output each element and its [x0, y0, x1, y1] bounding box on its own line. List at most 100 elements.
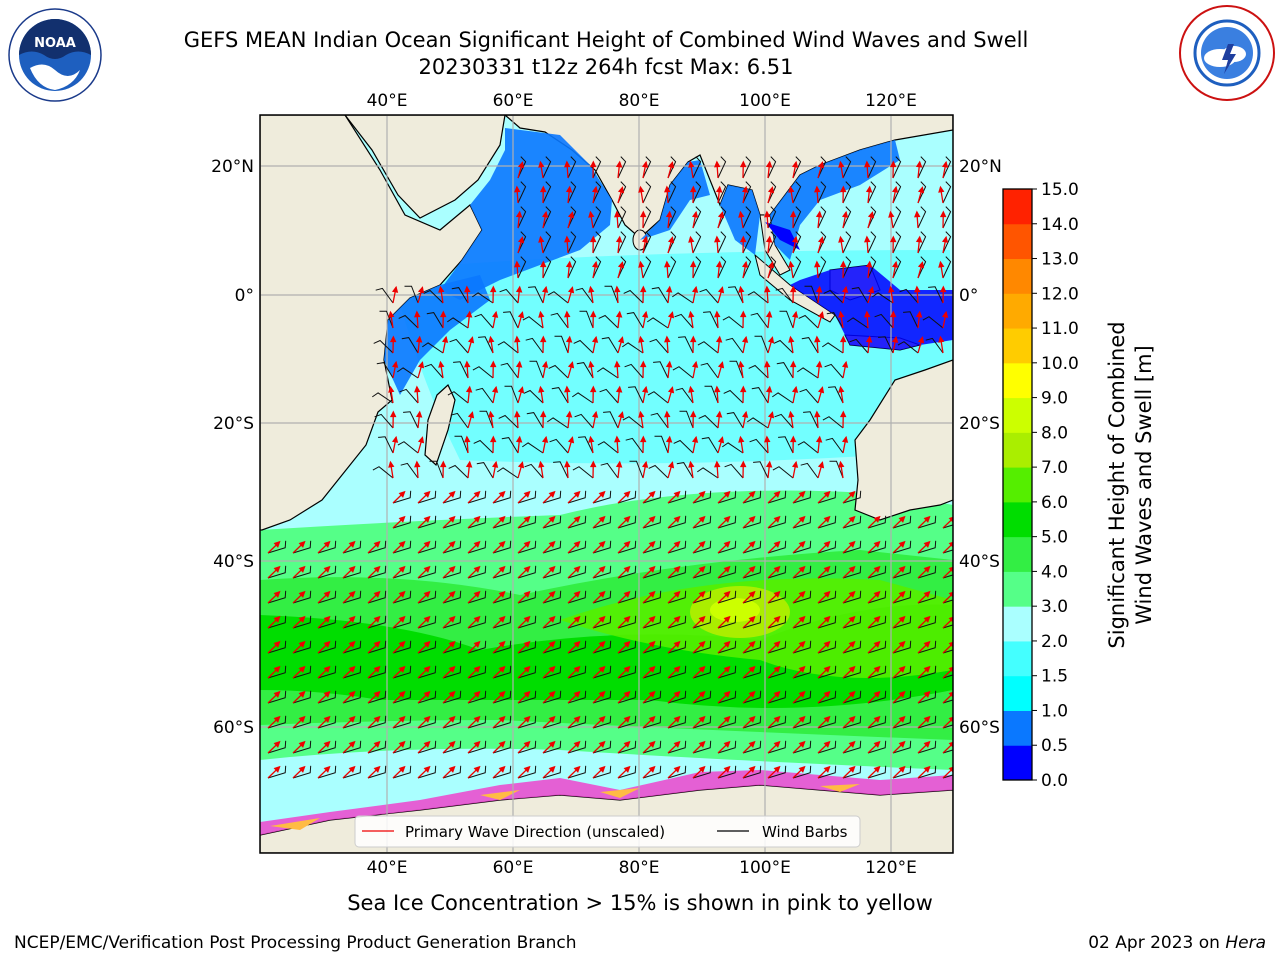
x-axis-top: 40°E 60°E 80°E 100°E 120°E: [367, 91, 917, 111]
wave-arrow-head: [741, 335, 749, 343]
wave-arrow-head: [948, 566, 953, 573]
wave-arrow-head: [723, 640, 731, 648]
wind-barb: [675, 387, 694, 404]
wave-arrow-head: [298, 640, 306, 648]
wave-arrow-head: [914, 210, 921, 218]
wave-arrow-head: [923, 540, 931, 548]
wind-barb: [892, 690, 912, 704]
wind-barb: [467, 565, 487, 579]
wind-barb: [567, 206, 577, 229]
wind-barb: [642, 590, 662, 604]
x-tick-label: 120°E: [865, 91, 917, 111]
wave-arrow-head: [848, 690, 856, 698]
wind-barb: [717, 515, 737, 529]
colorbar-frame: [1002, 188, 1033, 781]
wind-barb: [717, 256, 727, 279]
wind-barb: [692, 490, 712, 504]
wind-barb: [267, 665, 287, 679]
wave-arrow-head: [764, 210, 771, 218]
wave-arrow-head: [298, 565, 306, 573]
wave-arrow-head: [498, 690, 506, 698]
wind-barb: [649, 338, 669, 354]
wave-arrow-head: [938, 335, 945, 343]
wave-arrow-head: [891, 185, 899, 193]
wind-barb: [767, 156, 777, 179]
gridlines: [260, 115, 953, 853]
wind-barb: [517, 256, 527, 279]
wave-arrow-head: [673, 615, 681, 623]
wind-barb: [517, 690, 537, 704]
wind-barb: [342, 715, 362, 729]
wind-barb: [692, 565, 712, 579]
wind-barb: [551, 387, 569, 404]
wind-barb: [442, 740, 462, 754]
wind-barb: [592, 640, 612, 654]
wind-barb: [392, 540, 412, 554]
wave-arrow-head: [323, 765, 331, 773]
wind-barb: [867, 715, 887, 729]
colorbar-tick-label: 14.0: [1041, 215, 1079, 235]
wind-barb: [467, 715, 487, 729]
wind-barb: [842, 231, 852, 254]
wave-arrow-head: [573, 640, 581, 648]
wave-arrow-head: [673, 690, 681, 698]
wave-arrow-head: [741, 185, 749, 193]
wind-barb: [817, 540, 837, 554]
wind-barb: [825, 437, 844, 454]
wave-arrow-head: [723, 765, 731, 773]
wind-barb: [373, 339, 394, 354]
wind-barb: [417, 515, 437, 529]
wind-barb: [542, 665, 562, 679]
wave-arrow-head: [741, 410, 749, 418]
wind-barb: [542, 206, 552, 229]
wave-arrow-head: [539, 410, 547, 418]
colorbar-segment: [1003, 397, 1032, 433]
wind-barb: [517, 665, 537, 679]
wind-barb: [617, 590, 637, 604]
wave-arrow-head: [873, 740, 881, 748]
wave-arrow-head: [773, 765, 781, 773]
wave-arrow-head: [348, 540, 356, 548]
wave-arrow-head: [573, 565, 581, 573]
wind-barb: [592, 665, 612, 679]
wind-barb: [874, 313, 894, 329]
wind-barb: [692, 156, 702, 179]
wind-barb: [592, 690, 612, 704]
wave-arrow-head: [798, 540, 806, 548]
wave-arrow-head: [298, 665, 306, 673]
wind-barb: [442, 590, 462, 604]
wind-barb: [703, 311, 719, 329]
wind-barb: [542, 181, 552, 204]
wave-arrow-head: [698, 740, 706, 748]
wind-barb: [292, 690, 312, 704]
wind-barb: [400, 462, 419, 479]
wind-barb: [525, 337, 544, 354]
wind-barb: [622, 342, 644, 354]
wave-arrow-head: [623, 615, 631, 623]
wind-barb: [448, 464, 469, 479]
wind-barb: [922, 316, 944, 329]
colorbar-tick-label: 1.0: [1041, 701, 1068, 721]
wind-barb: [392, 665, 412, 679]
wave-arrow-head: [673, 665, 681, 673]
wind-barb: [542, 615, 562, 629]
colorbar-segment: [1003, 745, 1032, 781]
wind-barb: [867, 590, 887, 604]
wind-barb: [742, 490, 762, 504]
wind-barb: [767, 256, 777, 279]
wave-arrow-head: [748, 565, 756, 573]
wave-arrow-head: [473, 715, 481, 723]
wind-barb: [650, 412, 669, 429]
wave-arrow-head: [765, 235, 773, 243]
colorbar-tick-label: 9.0: [1041, 389, 1068, 409]
wind-barb: [917, 565, 937, 579]
wind-barb: [767, 740, 787, 754]
wave-arrow-head: [941, 310, 949, 318]
wind-barb: [642, 715, 662, 729]
wave-arrow-head: [615, 160, 623, 168]
wind-barb: [717, 231, 727, 254]
wave-arrow-head: [573, 515, 581, 523]
wave-arrow-head: [639, 360, 647, 368]
wind-barb: [442, 490, 462, 504]
